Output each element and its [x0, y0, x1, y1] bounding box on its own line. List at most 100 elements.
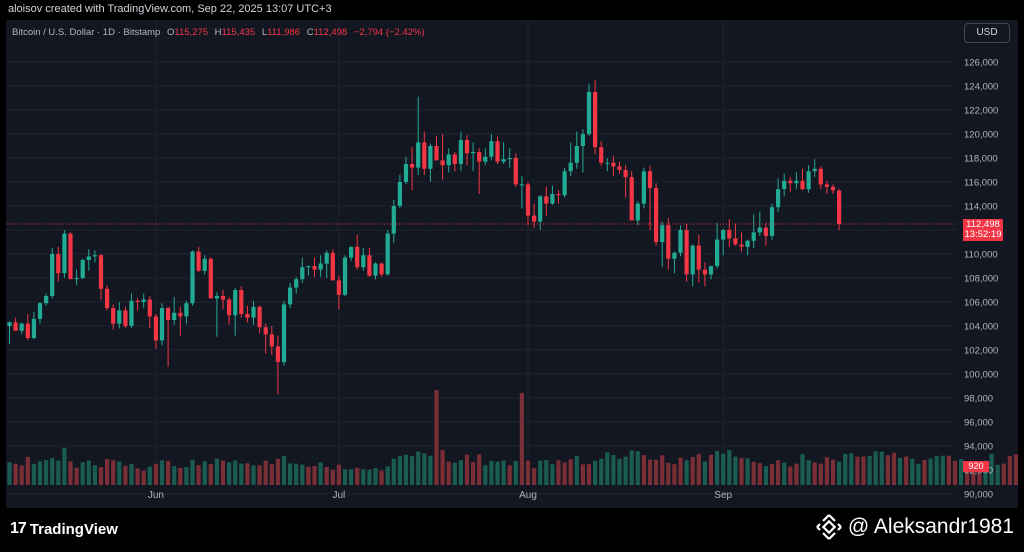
y-tick-label: 108,000 — [964, 274, 998, 285]
volume-bar — [458, 460, 463, 485]
candle-body — [239, 290, 244, 314]
candle-body — [489, 141, 494, 157]
candle-body — [617, 166, 622, 170]
volume-bar — [129, 464, 134, 485]
y-tick-label: 104,000 — [964, 322, 998, 333]
volume-bar — [44, 460, 49, 485]
candle-body — [300, 267, 305, 280]
candle-body — [208, 258, 213, 299]
volume-bar — [995, 464, 1000, 485]
volume-bar — [965, 461, 970, 485]
candle-body — [159, 308, 165, 341]
candle-body — [794, 180, 799, 184]
currency-button[interactable]: USD — [964, 23, 1010, 43]
volume-bar — [111, 460, 116, 485]
y-tick-label: 102,000 — [964, 346, 998, 357]
low-label: L — [261, 27, 268, 38]
volume-bar — [715, 450, 720, 485]
volume-bar — [318, 462, 323, 485]
y-tick-label: 126,000 — [964, 58, 998, 69]
candle-body — [19, 323, 24, 331]
volume-bar — [202, 461, 207, 485]
candle-body — [397, 182, 402, 206]
candle-body — [288, 287, 293, 305]
y-tick-label: 124,000 — [964, 82, 998, 93]
candle-body — [294, 279, 299, 288]
volume-bar — [946, 455, 951, 485]
high-value: 115,435 — [221, 27, 256, 38]
volume-bar — [702, 461, 707, 485]
candle-body — [721, 230, 726, 240]
volume-bar — [123, 465, 128, 485]
symbol-legend: Bitcoin / U.S. Dollar · 1D · Bitstamp O1… — [12, 27, 425, 38]
candle-body — [586, 92, 592, 134]
volume-bar — [31, 464, 36, 485]
volume-bar — [19, 465, 24, 485]
candle-body — [184, 303, 189, 317]
volume-bar — [849, 453, 854, 485]
volume-bar — [562, 462, 567, 485]
volume-bar — [25, 456, 30, 485]
volume-bar — [336, 464, 341, 485]
candle-body — [660, 225, 665, 242]
candle-body — [580, 134, 585, 146]
candle-body — [513, 158, 518, 185]
candle-body — [483, 156, 488, 162]
y-tick-label: 94,000 — [964, 442, 993, 453]
volume-bar — [489, 460, 494, 485]
tradingview-brand: TradingView — [29, 520, 118, 538]
candle-body — [13, 322, 18, 331]
candle-body — [739, 244, 744, 247]
volume-bar — [580, 464, 585, 485]
volume-bar — [617, 458, 622, 485]
candle-body — [818, 168, 823, 185]
candle-body — [605, 162, 610, 164]
candle-body — [550, 194, 555, 204]
volume-bar — [544, 460, 549, 485]
volume-bar — [824, 457, 829, 485]
volume-bar — [666, 462, 671, 485]
candle-body — [196, 251, 201, 271]
volume-bar — [1001, 463, 1006, 485]
candle-body — [410, 164, 415, 168]
candle-body — [361, 255, 366, 268]
y-tick-label: 122,000 — [964, 106, 998, 117]
candle-body — [349, 246, 354, 258]
open-label: O — [167, 27, 175, 38]
candle-body — [373, 263, 378, 276]
candle-body — [751, 232, 756, 241]
volume-bar — [135, 468, 140, 485]
volume-bar — [910, 458, 915, 485]
volume-bar — [62, 447, 67, 485]
footer — [0, 508, 1024, 552]
author-handle: @ Aleksandr1981 — [816, 514, 1014, 540]
volume-bar — [294, 463, 299, 485]
candle-body — [422, 142, 427, 169]
volume-bar — [513, 460, 518, 485]
volume-bar — [940, 455, 945, 485]
volume-bar — [873, 451, 878, 485]
candle-body — [416, 142, 421, 168]
candle-body — [50, 254, 55, 296]
candle-body — [86, 256, 91, 260]
candle-body — [452, 154, 457, 164]
volume-bar — [446, 461, 451, 485]
candle-body — [428, 146, 433, 169]
candle-body — [812, 168, 817, 172]
chart-area[interactable]: 126,000 124,000 122,000 120,000 118,000 116,0… — [6, 20, 1018, 508]
volume-bar — [916, 463, 921, 485]
volume-bar — [525, 460, 531, 485]
candle-body — [708, 266, 714, 275]
candle-body — [824, 184, 829, 187]
price-chart[interactable]: 126,000 124,000 122,000 120,000 118,000 116,0… — [6, 20, 1018, 508]
volume-bar — [934, 456, 939, 485]
candle-body — [98, 255, 104, 289]
candle-body — [245, 314, 250, 318]
volume-bar — [769, 464, 775, 485]
last-price-value: 112,498 — [966, 219, 1000, 231]
last-price-tag: 112,498 13:52:19 — [963, 219, 1003, 242]
volume-bar — [830, 459, 836, 485]
tradingview-logo[interactable]: 17 TradingView — [10, 520, 118, 538]
volume-bar — [989, 453, 994, 485]
volume-bar — [843, 453, 848, 485]
